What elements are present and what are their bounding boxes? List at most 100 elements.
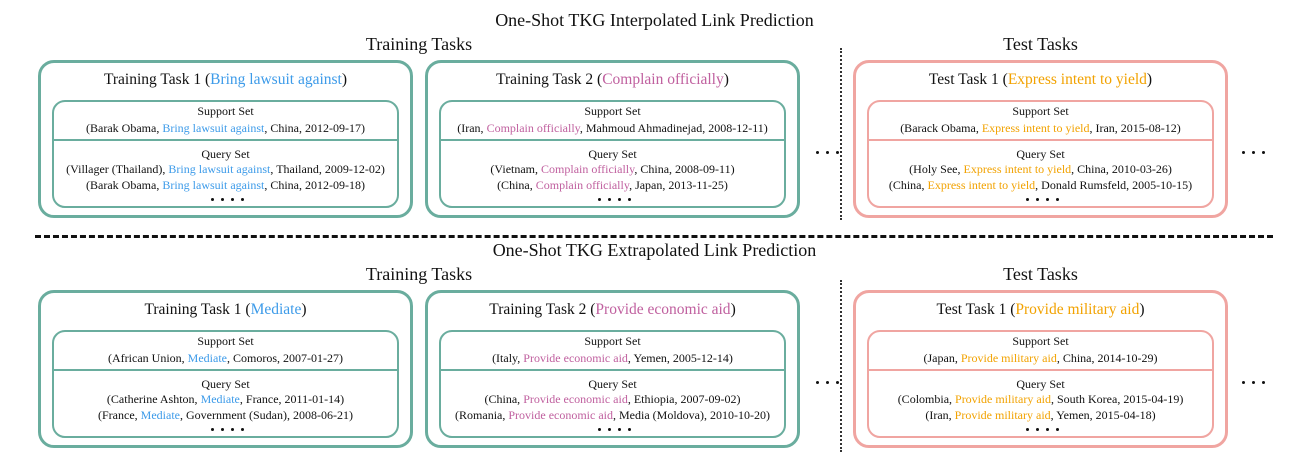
entity-text: , China, 2008-09-11) (634, 162, 735, 176)
entity-text: (Holy See, (909, 162, 964, 176)
entity-text: (Barack Obama, (900, 121, 982, 135)
query-quadruple: (China, Express intent to yield, Donald … (861, 178, 1220, 193)
set-divider (52, 369, 399, 371)
query-quadruple: (France, Mediate, Government (Sudan), 20… (46, 408, 405, 423)
entity-text: (Iran, (925, 408, 955, 422)
relation-text: Mediate (140, 408, 180, 422)
entity-text: , Media (Moldova), 2010-10-20) (613, 408, 770, 422)
relation-text: Complain officially (541, 162, 635, 176)
entity-text: (Barak Obama, (86, 121, 163, 135)
ellipsis-dot (816, 151, 819, 154)
query-quadruple: (Barak Obama, Bring lawsuit against, Chi… (46, 178, 405, 193)
entity-text: , France, 2011-01-14) (239, 392, 345, 406)
set-box (52, 330, 399, 438)
entity-text: (Vietnam, (490, 162, 542, 176)
ellipsis-dot (836, 381, 839, 384)
task-box (38, 60, 413, 218)
relation-text: Provide military aid (960, 351, 1057, 365)
task-relation: Provide military aid (1015, 301, 1140, 318)
set-divider (52, 139, 399, 141)
support-quadruple: (Barack Obama, Express intent to yield, … (861, 121, 1220, 136)
task-relation: Express intent to yield (1007, 71, 1147, 88)
entity-text: , Comoros, 2007-01-27) (226, 351, 343, 365)
query-label: Query Set (201, 377, 250, 391)
task-relation: Provide economic aid (595, 301, 731, 318)
support-label: Support Set (584, 104, 641, 118)
task-relation: Complain officially (602, 71, 724, 88)
task-box (853, 290, 1228, 448)
ellipsis-dot (220, 428, 224, 431)
entity-text: , Government (Sudan), 2008-06-21) (180, 408, 353, 422)
set-box (52, 100, 399, 208)
query-quadruple: (Catherine Ashton, Mediate, France, 2011… (46, 392, 405, 407)
task-title-suffix: ) (723, 71, 729, 88)
entity-text: , China, 2012-09-18) (264, 178, 365, 192)
entity-text: (China, (888, 178, 928, 192)
task-title-suffix: ) (301, 301, 307, 318)
support-label: Support Set (197, 334, 254, 348)
task-title: Training Task 1 (Mediate) (38, 301, 413, 319)
ellipsis-dot (220, 198, 224, 201)
entity-text: (African Union, (108, 351, 188, 365)
relation-text: Express intent to yield (981, 121, 1090, 135)
task-title: Training Task 2 (Provide economic aid) (425, 301, 800, 319)
relation-text: Provide military aid (954, 408, 1051, 422)
task-box (853, 60, 1228, 218)
query-quadruple: (Iran, Provide military aid, Yemen, 2015… (861, 408, 1220, 423)
task-title-prefix: Test Task 1 ( (936, 301, 1016, 318)
task-title-suffix: ) (341, 71, 348, 88)
support-quadruple: (Japan, Provide military aid, China, 201… (861, 351, 1220, 366)
task-title: Training Task 1 (Bring lawsuit against) (38, 71, 413, 89)
entity-text: (China, (484, 392, 524, 406)
set-divider (867, 139, 1214, 141)
entity-text: (France, (98, 408, 141, 422)
entity-text: , China, 2010-03-26) (1071, 162, 1172, 176)
support-label: Support Set (1012, 104, 1069, 118)
set-box (439, 330, 786, 438)
relation-text: Mediate (200, 392, 240, 406)
relation-text: Express intent to yield (963, 162, 1072, 176)
task-title-prefix: Training Task 1 ( (103, 71, 211, 88)
section-divider (35, 235, 1273, 238)
support-quadruple: (Italy, Provide economic aid, Yemen, 200… (433, 351, 792, 366)
task-box (38, 290, 413, 448)
relation-text: Complain officially (535, 178, 630, 192)
entity-text: (Barak Obama, (86, 178, 163, 192)
set-divider (439, 369, 786, 371)
entity-text: , Mahmoud Ahmadinejad, 2008-12-11) (579, 121, 768, 135)
entity-text: , South Korea, 2015-04-19) (1051, 392, 1184, 406)
task-title-suffix: ) (1139, 301, 1145, 318)
task-relation: Bring lawsuit against (210, 71, 342, 88)
ellipsis-dot (1262, 151, 1265, 154)
relation-text: Provide military aid (955, 392, 1051, 406)
ellipsis-dot (1025, 198, 1029, 201)
task-title-prefix: Training Task 1 ( (144, 301, 251, 318)
entity-text: , China, 2014-10-29) (1056, 351, 1158, 365)
ellipsis-dot (836, 151, 839, 154)
training-header: Training Tasks (365, 264, 473, 284)
support-quadruple: (Barak Obama, Bring lawsuit against, Chi… (46, 121, 405, 136)
task-title-suffix: ) (1146, 71, 1153, 88)
ellipsis-dot (627, 428, 631, 431)
ellipsis-dot (816, 381, 819, 384)
set-divider (439, 139, 786, 141)
relation-text: Provide economic aid (508, 408, 613, 422)
set-box (867, 330, 1214, 438)
relation-text: Bring lawsuit against (168, 162, 271, 176)
set-divider (867, 369, 1214, 371)
ellipsis-dot (607, 198, 611, 201)
relation-text: Complain officially (486, 121, 580, 135)
entity-text: , Iran, 2015-08-12) (1089, 121, 1181, 135)
set-box (439, 100, 786, 208)
ellipsis-dot (1045, 198, 1049, 201)
entity-text: (Iran, (457, 121, 487, 135)
ellipsis-dot (617, 198, 621, 201)
support-label: Support Set (1012, 334, 1069, 348)
entity-text: , China, 2012-09-17) (264, 121, 365, 135)
task-relation: Mediate (250, 301, 302, 318)
ellipsis-dot (627, 198, 631, 201)
task-box (425, 290, 800, 448)
ellipsis-dot (1242, 151, 1245, 154)
task-title-prefix: Training Task 2 ( (489, 301, 596, 318)
